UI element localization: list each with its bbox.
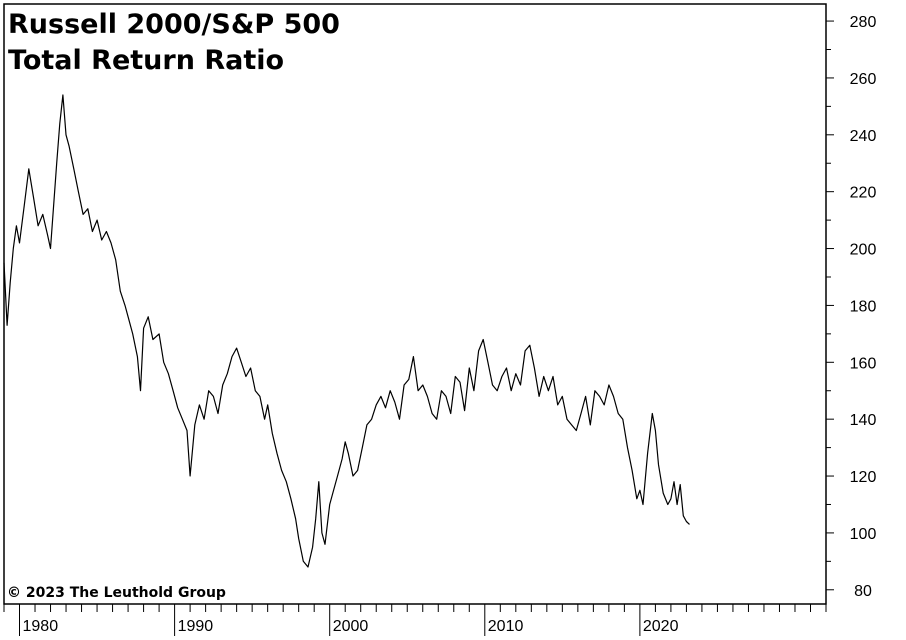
x-tick-label: 2000 <box>333 618 369 635</box>
copyright-annotation: © 2023 The Leuthold Group <box>7 585 226 601</box>
y-axis: 80 100 120 140 160 180 200 220 240 260 280 <box>826 14 876 600</box>
y-tick-label: 240 <box>850 128 877 145</box>
y-tick-label: 120 <box>850 469 877 486</box>
y-tick-label: 180 <box>850 298 877 315</box>
x-tick-label: 1990 <box>178 618 214 635</box>
y-tick-label: 140 <box>850 412 877 429</box>
y-tick-label: 80 <box>854 583 872 600</box>
x-tick-label: 2020 <box>643 618 679 635</box>
plot-frame <box>3 3 827 605</box>
x-tick-label: 1980 <box>23 618 59 635</box>
x-tick-label: 2010 <box>488 618 524 635</box>
y-tick-label: 100 <box>850 526 877 543</box>
chart-title-line-2: Total Return Ratio <box>8 45 284 76</box>
x-axis: 1980 1990 2000 2010 2020 <box>3 604 827 636</box>
y-tick-label: 280 <box>850 14 877 31</box>
y-tick-label: 260 <box>850 71 877 88</box>
y-tick-label: 220 <box>850 185 877 202</box>
series-line-ratio <box>3 94 690 568</box>
y-tick-label: 200 <box>850 242 877 259</box>
chart-title-line-1: Russell 2000/S&P 500 <box>8 9 340 40</box>
y-tick-label: 160 <box>850 355 877 372</box>
